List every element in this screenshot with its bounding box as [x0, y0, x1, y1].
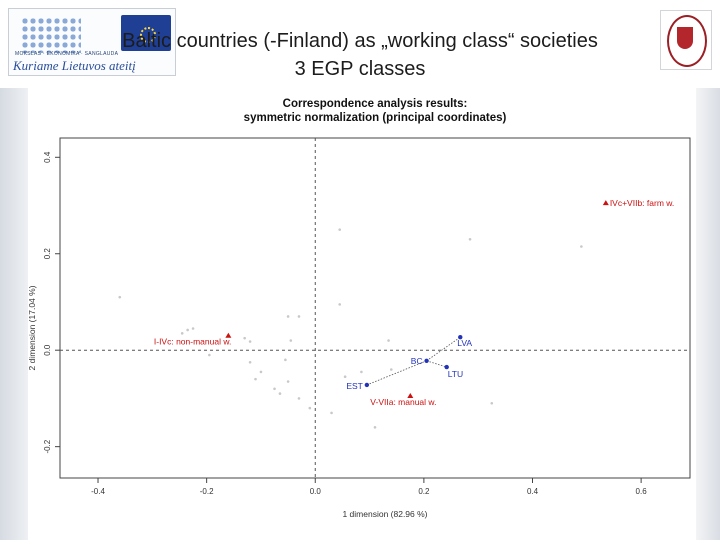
logo-tagline: MOKSLAS · EKONOMIKA · SANGLAUDA [15, 51, 119, 57]
supplementary-point-29 [490, 401, 494, 405]
supplementary-point-11 [278, 392, 282, 395]
country-point-bc [424, 358, 429, 364]
x-tick-label-2: 0.0 [310, 487, 322, 496]
supplementary-point-5 [243, 336, 246, 340]
x-tick-label-3: 0.2 [418, 487, 430, 496]
x-axis-label: 1 dimension (82.96 %) [342, 509, 427, 519]
supplementary-point-27 [468, 237, 472, 241]
country-label-est: EST [346, 381, 363, 391]
class-point-2 [407, 393, 414, 399]
plot-frame [59, 137, 691, 479]
chart-panel: Correspondence analysis results: symmetri… [27, 88, 696, 540]
x-tick-label-1: -0.2 [200, 487, 214, 496]
supplementary-point-0 [118, 295, 122, 299]
country-link-1 [426, 360, 447, 368]
x-tick-label-4: 0.4 [527, 487, 539, 496]
class-point-0 [225, 332, 232, 338]
x-tick-label-5: 0.6 [636, 487, 648, 496]
y-tick-label-1: 0.2 [43, 248, 52, 260]
background-edge-right [696, 88, 720, 540]
chart-title: Correspondence analysis results: [283, 98, 468, 110]
supplementary-point-3 [191, 327, 195, 330]
supplementary-point-15 [284, 358, 287, 362]
logo-dot-pattern [21, 17, 81, 53]
supplementary-point-18 [308, 406, 312, 410]
supplementary-point-10 [273, 387, 276, 391]
supplementary-point-26 [330, 411, 333, 415]
country-point-ltu [444, 364, 449, 370]
supplementary-point-1 [186, 328, 189, 332]
supplementary-point-9 [259, 370, 263, 374]
chart-subtitle: symmetric normalization (principal coord… [244, 112, 507, 124]
supplementary-point-4 [208, 353, 211, 357]
supplementary-point-2 [180, 332, 184, 335]
country-link-0 [426, 336, 461, 362]
y-tick-label-0: 0.4 [43, 151, 52, 163]
country-point-est [364, 382, 370, 388]
background-edge-left [0, 88, 28, 540]
university-crest-icon [660, 10, 712, 70]
ca-scatter-plot: Correspondence analysis results: symmetri… [27, 98, 691, 519]
supplementary-point-23 [389, 368, 393, 371]
supplementary-point-22 [360, 370, 363, 374]
supplementary-point-8 [254, 377, 257, 381]
supplementary-point-16 [289, 339, 293, 342]
supplementary-point-13 [286, 315, 290, 318]
supplementary-point-20 [338, 303, 341, 306]
supplementary-point-28 [580, 245, 583, 248]
class-point-1 [602, 200, 609, 206]
supplementary-point-7 [248, 360, 252, 364]
project-logo: MOKSLAS · EKONOMIKA · SANGLAUDA Kuriame … [8, 8, 176, 76]
supplementary-point-19 [338, 228, 341, 231]
class-label-2: V-VIIa: manual w. [370, 397, 436, 407]
country-label-ltu: LTU [448, 369, 463, 379]
supplementary-point-24 [387, 339, 390, 342]
slide-subtitle: 3 EGP classes [294, 58, 426, 80]
slide-title: Baltic countries (-Finland) as „working … [122, 30, 598, 52]
supplementary-point-12 [286, 380, 290, 383]
class-label-1: IVc+VIIb: farm w. [610, 198, 674, 208]
supplementary-point-21 [343, 375, 347, 379]
y-axis-label: 2 dimension (17.04 %) [28, 285, 37, 370]
country-label-bc: BC [411, 356, 423, 366]
y-tick-label-2: 0.0 [43, 344, 52, 356]
logo-slogan: Kuriame Lietuvos ateitį [13, 58, 136, 73]
x-tick-label-0: -0.4 [91, 487, 105, 496]
supplementary-point-6 [248, 340, 252, 343]
supplementary-point-25 [373, 426, 377, 429]
country-label-lva: LVA [457, 338, 472, 348]
country-point-lva [458, 334, 463, 340]
class-label-0: I-IVc: non-manual w. [154, 337, 231, 347]
supplementary-point-14 [297, 315, 301, 318]
y-tick-label-3: -0.2 [43, 439, 52, 453]
eu-flag-icon [121, 15, 171, 51]
supplementary-point-17 [297, 397, 301, 400]
